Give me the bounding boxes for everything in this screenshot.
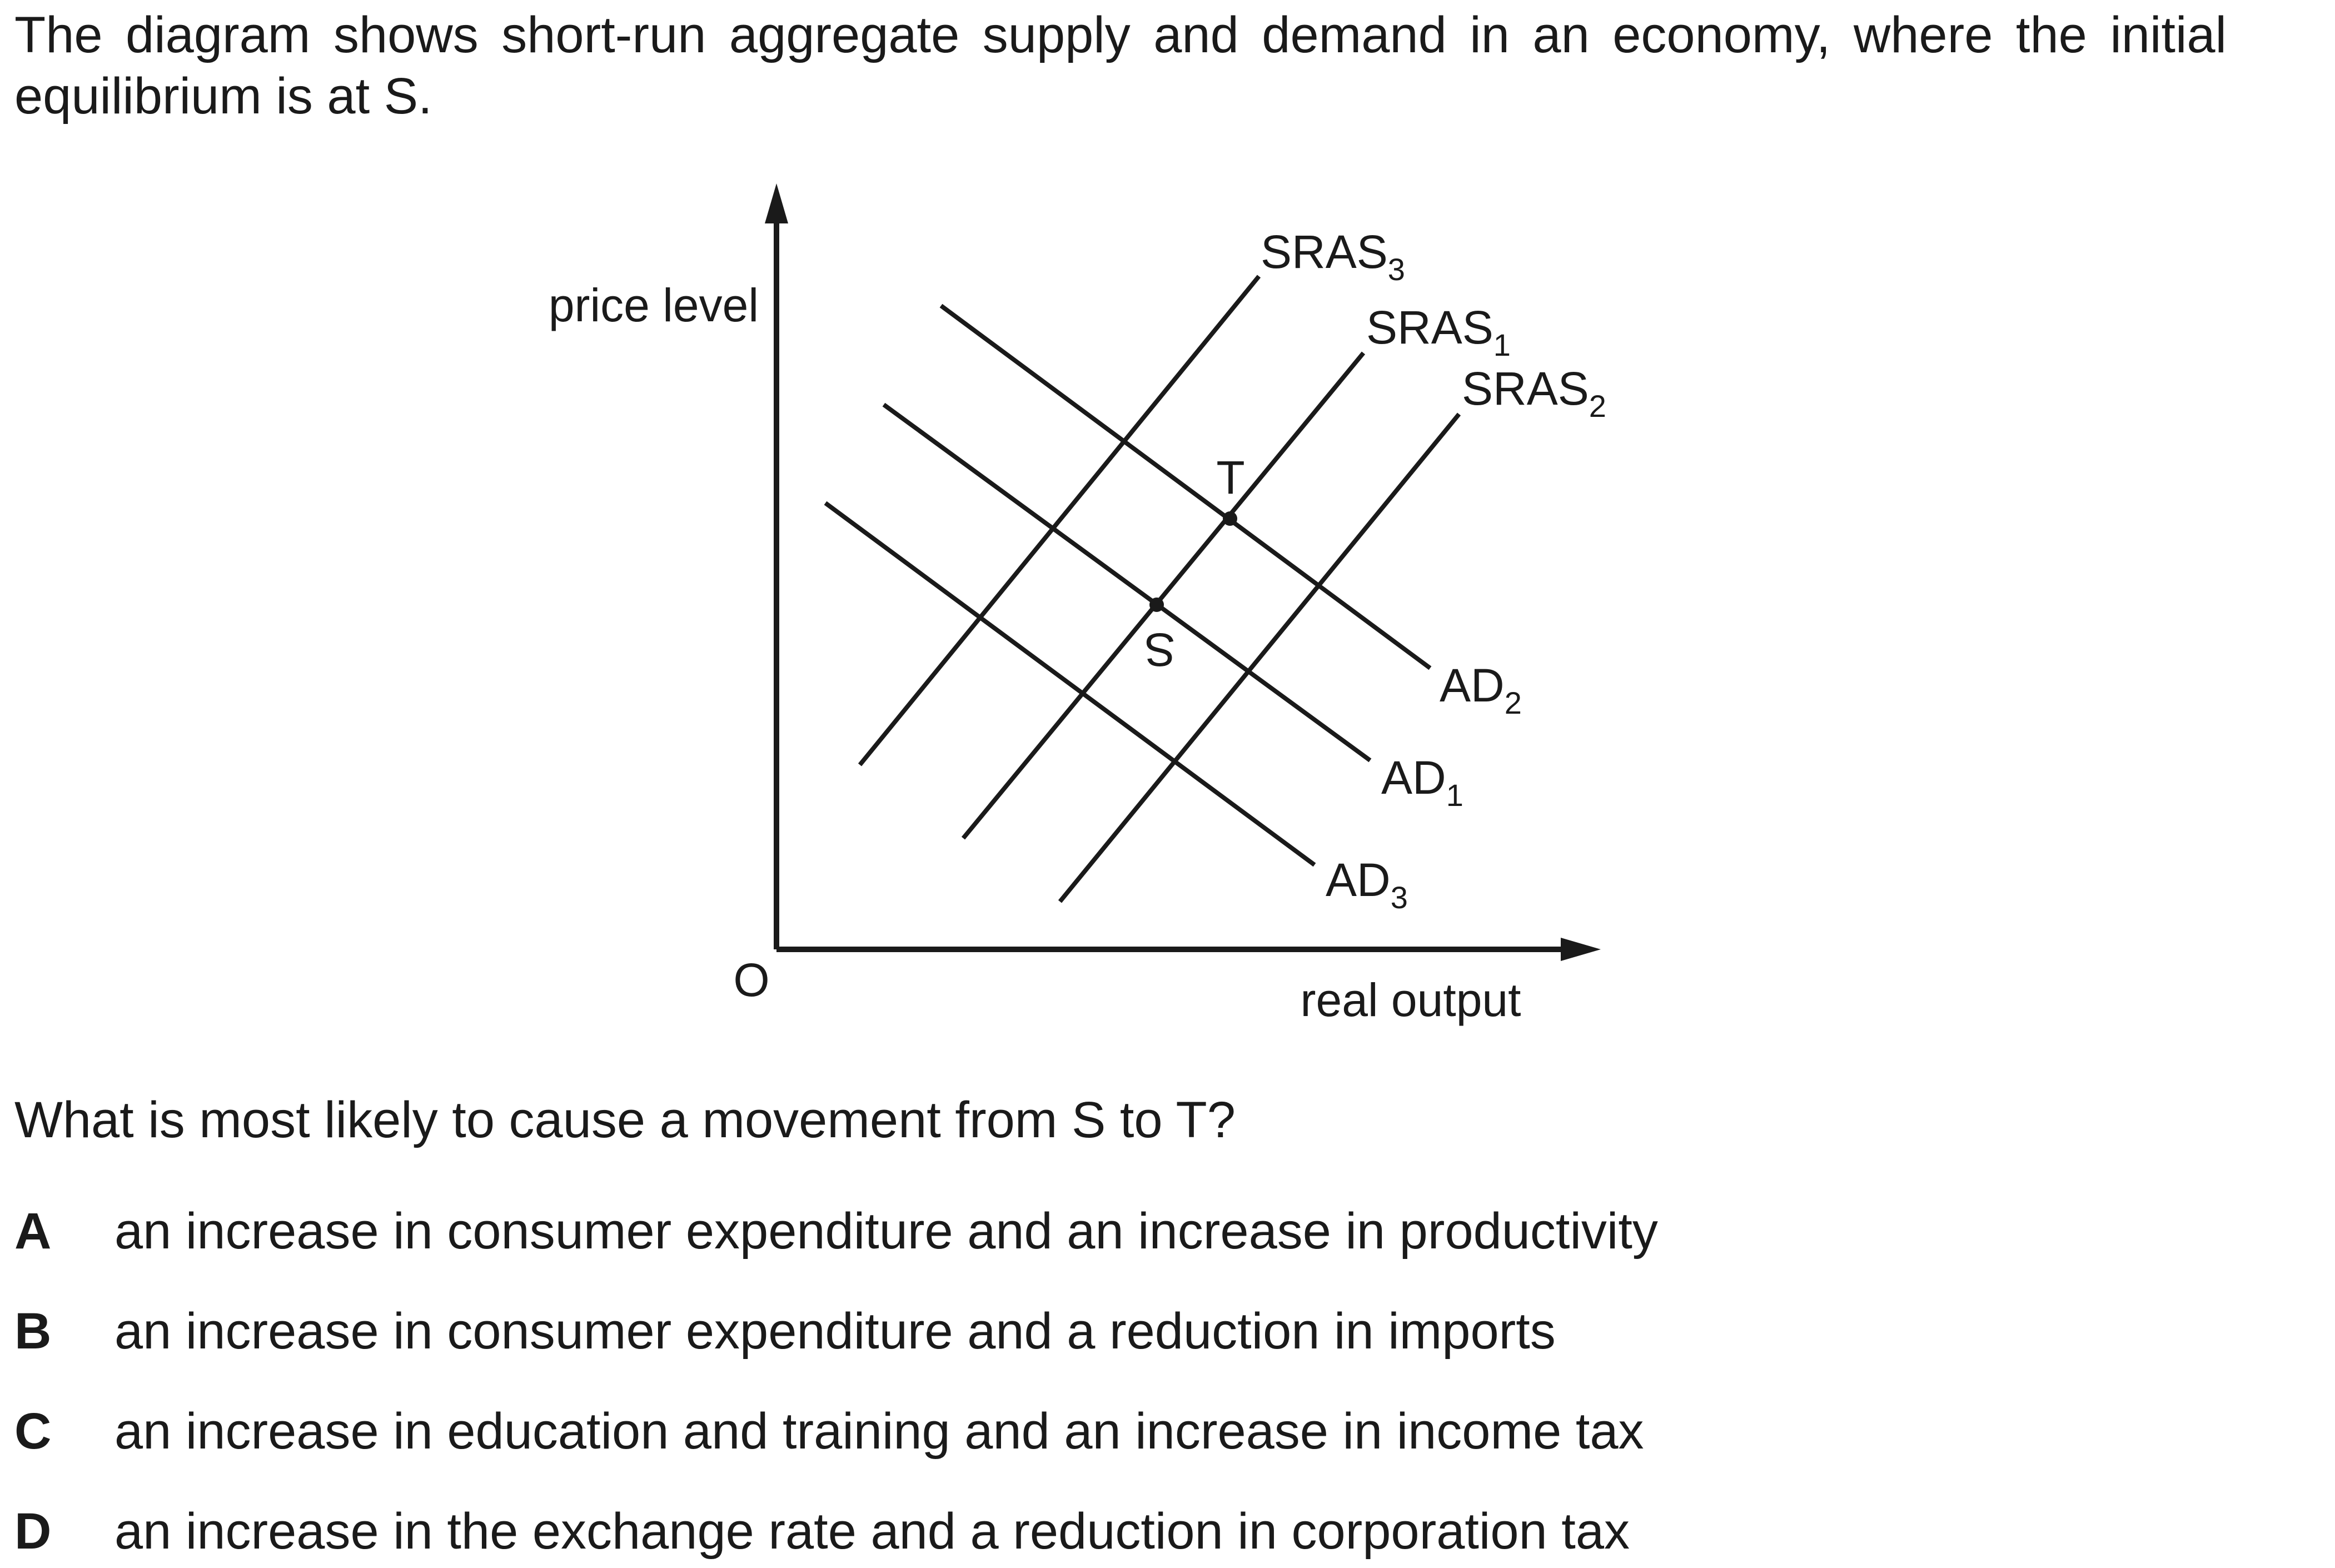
sras3-line bbox=[858, 275, 1261, 766]
x-axis-arrow-icon bbox=[1561, 938, 1601, 961]
y-axis-label: price level bbox=[549, 279, 759, 331]
sras-curves bbox=[858, 275, 1461, 903]
sras2-label: SRAS2 bbox=[1462, 362, 1606, 424]
option-letter: A bbox=[14, 1203, 52, 1260]
question-text: What is most likely to cause a movement … bbox=[14, 1092, 1236, 1148]
ad1-label: AD1 bbox=[1381, 751, 1463, 813]
option-text: an increase in consumer expenditure and … bbox=[114, 1303, 1556, 1360]
x-axis-label: real output bbox=[1301, 974, 1521, 1026]
ad2-line bbox=[939, 303, 1432, 670]
option-letter: D bbox=[14, 1503, 52, 1560]
ad3-line bbox=[824, 501, 1316, 867]
intro-text: The diagram shows short-run aggregate su… bbox=[14, 7, 2227, 125]
sras1-line bbox=[961, 351, 1366, 840]
option-letter: B bbox=[14, 1303, 52, 1360]
ad3-label: AD3 bbox=[1326, 854, 1408, 915]
ad1-line bbox=[882, 402, 1372, 763]
option-text: an increase in education and training an… bbox=[114, 1403, 1644, 1460]
point-s-label: S bbox=[1144, 624, 1176, 676]
point-s-marker bbox=[1149, 598, 1164, 612]
ad-as-diagram: price level real output O T S SRAS3 SRAS… bbox=[549, 183, 1606, 1026]
sras1-label: SRAS1 bbox=[1366, 301, 1511, 362]
point-t-marker bbox=[1223, 511, 1237, 526]
point-t-label: T bbox=[1216, 451, 1244, 504]
sras2-line bbox=[1058, 412, 1461, 903]
origin-label: O bbox=[733, 954, 769, 1006]
y-axis-arrow-icon bbox=[765, 183, 788, 223]
option-text: an increase in the exchange rate and a r… bbox=[114, 1503, 1630, 1560]
axes bbox=[765, 183, 1601, 961]
option-text: an increase in consumer expenditure and … bbox=[114, 1203, 1658, 1260]
ad-curves bbox=[824, 303, 1432, 867]
ad2-label: AD2 bbox=[1440, 659, 1522, 720]
sras3-label: SRAS3 bbox=[1261, 226, 1405, 287]
option-letter: C bbox=[14, 1403, 52, 1460]
